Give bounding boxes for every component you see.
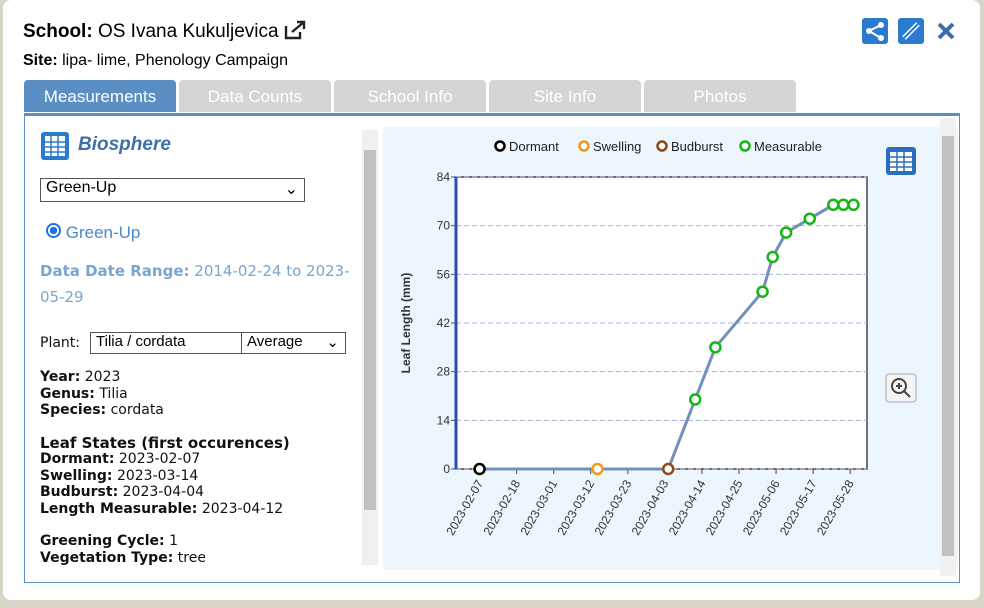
point — [473, 462, 486, 476]
radio-label: Green-Up — [65, 223, 141, 242]
toolbar — [862, 18, 955, 44]
info-value: cordata — [110, 402, 164, 418]
legend-marker — [494, 140, 506, 152]
school-name: OS Ivana Kukuljevica — [97, 21, 279, 42]
stat-select[interactable]: Average ⌄ — [241, 332, 346, 354]
info-label: Species: — [40, 402, 107, 418]
point — [591, 462, 604, 476]
legend-marker — [578, 140, 590, 152]
site-line: Site: lipa- lime, Phenology Campaign — [23, 52, 288, 70]
grid-icon[interactable] — [886, 147, 916, 175]
y-tick-label: 14 — [437, 413, 451, 427]
point — [661, 462, 675, 476]
label: Site: — [23, 52, 58, 69]
info-value: 2023 — [84, 369, 121, 385]
date-range: Data Date Range: 2014-02-24 to 2023-05-2… — [40, 258, 358, 310]
legend-marker — [739, 140, 751, 152]
plant-info: Year: 2023 Genus: Tilia Species: cordata Le… — [40, 369, 358, 565]
point — [827, 198, 840, 212]
info-value: 1 — [169, 533, 178, 549]
legend-marker — [656, 140, 668, 152]
info-value: 2023-04-12 — [201, 500, 284, 517]
info-label: Swelling: — [40, 467, 113, 484]
info-row: Year: 2023 — [40, 369, 358, 386]
info-row: Greening Cycle: 1 — [40, 533, 358, 550]
info-row: Dormant: 2023-02-07 — [40, 451, 358, 468]
select-value: Tilia / cordata — [96, 333, 186, 350]
tab[interactable]: Photos — [644, 80, 796, 112]
school-line: School: OS Ivana Kukuljevica — [23, 20, 306, 43]
y-tick-label: 42 — [437, 316, 451, 330]
info-label: Vegetation Type: — [40, 549, 174, 566]
zoom-button[interactable] — [885, 373, 917, 403]
protocol-select[interactable]: Green-Up ⌄ — [40, 178, 305, 202]
info-label: Year: — [40, 369, 81, 385]
info-label: Dormant: — [40, 451, 115, 467]
label: Data Date Range: — [40, 262, 190, 280]
y-tick-label: 0 — [443, 462, 450, 476]
point — [756, 285, 769, 298]
point — [803, 212, 816, 225]
value: 2014-02-24 to 2023-05-29 — [40, 262, 350, 306]
point — [709, 341, 722, 354]
select-value: Green-Up — [46, 179, 117, 196]
scrollbar[interactable] — [940, 118, 956, 576]
site-name: lipa- lime, Phenology Campaign — [62, 52, 289, 69]
legend-label: Measurable — [754, 139, 822, 154]
tab[interactable]: Data Counts — [179, 80, 331, 112]
point — [779, 226, 793, 239]
legend-label: Swelling — [593, 139, 641, 154]
info-row: Budburst: 2023-04-04 — [40, 484, 358, 501]
info-row: Swelling: 2023-03-14 — [40, 468, 358, 485]
point — [688, 393, 702, 406]
info-value: Tilia — [99, 385, 128, 402]
info-label: Greening Cycle: — [40, 533, 165, 549]
info-label: Length Measurable: — [40, 500, 198, 517]
states-title: Leaf States (first occurences) — [40, 433, 290, 452]
legend-label: Budburst — [671, 139, 723, 154]
info-row: Length Measurable: 2023-04-12 — [40, 501, 358, 518]
info-value: 2023-03-14 — [116, 467, 199, 484]
info-label: Budburst: — [40, 484, 119, 500]
point — [847, 198, 860, 212]
info-label: Genus: — [40, 385, 95, 402]
legend-label: Dormant — [509, 139, 559, 154]
y-tick-label: 84 — [437, 170, 451, 184]
plant-label: Plant: — [40, 335, 80, 351]
close-button[interactable] — [937, 22, 955, 40]
info-row: Vegetation Type: tree — [40, 550, 358, 566]
external-icon[interactable] — [284, 20, 306, 40]
tab[interactable]: Measurements — [24, 80, 176, 112]
info-row: Species: cordata — [40, 402, 358, 419]
radio[interactable]: Green-Up — [46, 223, 140, 243]
spacer — [40, 517, 358, 533]
point — [766, 250, 779, 264]
share-button[interactable] — [862, 18, 888, 44]
y-tick-label: 28 — [437, 365, 451, 379]
tab[interactable]: School Info — [334, 80, 486, 112]
plant-select[interactable]: Tilia / cordata — [90, 332, 243, 354]
y-tick-label: 70 — [437, 219, 451, 233]
chart: Leaf Length (mm) 01428425670842023-02-07… — [383, 127, 958, 570]
line-connector — [666, 398, 697, 470]
y-tick-label: 56 — [437, 267, 451, 281]
content — [24, 113, 960, 583]
info-value: 2023-04-04 — [122, 484, 205, 500]
point — [837, 198, 850, 212]
info-value: tree — [177, 549, 206, 566]
y-axis-label: Leaf Length (mm) — [399, 273, 413, 374]
table-icon — [41, 132, 69, 160]
select-value: Average — [247, 333, 303, 350]
tab[interactable]: Site Info — [489, 80, 641, 112]
spacer — [40, 419, 358, 435]
scrollbar[interactable] — [362, 130, 378, 565]
label: School: — [23, 21, 93, 42]
section-title: Biosphere — [78, 134, 171, 155]
info-value: 2023-02-07 — [118, 451, 201, 467]
info-row: Genus: Tilia — [40, 386, 358, 403]
